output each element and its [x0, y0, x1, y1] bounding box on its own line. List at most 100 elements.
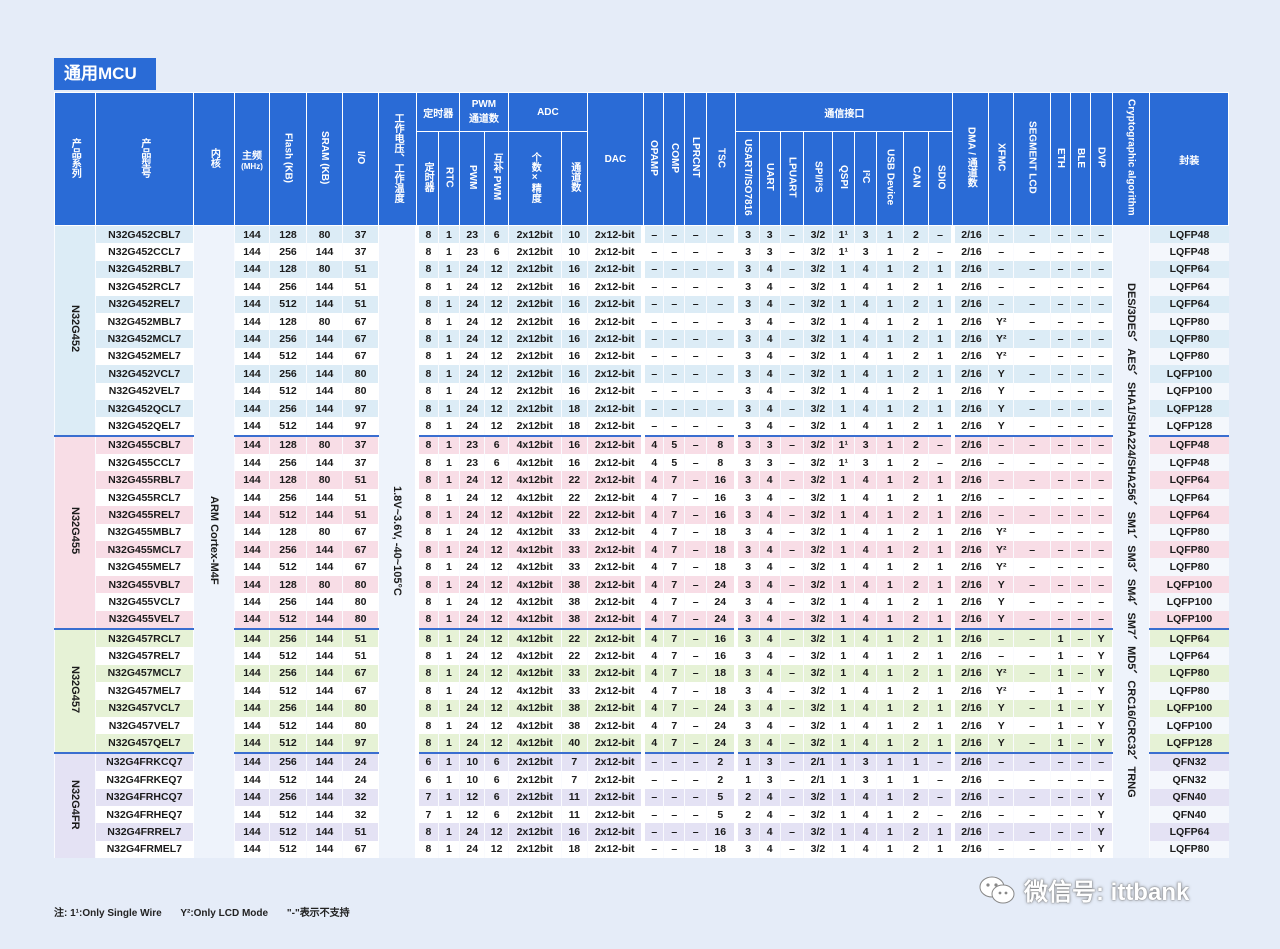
table-row: N32G455MEL7 144 512 144 67 8 1 24 12 4x12bit 33 2x1… — [55, 558, 1229, 576]
cell-qspi: 1 — [831, 823, 855, 841]
cell-uart: 3 — [758, 751, 781, 772]
cell-rtc: 1 — [437, 682, 460, 700]
cell-usb: 1 — [876, 627, 904, 648]
cell-timer: 8 — [414, 417, 439, 436]
cell-ble: – — [1070, 682, 1091, 700]
cell-i2c: 4 — [853, 278, 877, 296]
cell-qspi: 1 — [831, 716, 855, 735]
cell-eth: 1 — [1049, 627, 1071, 648]
cell-rtc: 1 — [437, 278, 460, 296]
cell-io: 67 — [342, 347, 379, 366]
cell-dac: 2x12-bit — [587, 610, 644, 629]
cell-usb: 1 — [876, 434, 904, 455]
cell-cpwm: 12 — [484, 260, 509, 279]
cell-sdio: 1 — [928, 593, 953, 611]
cell-sdio: – — [928, 771, 953, 789]
cell-adc-ch: 33 — [560, 558, 588, 576]
cell-eth: – — [1049, 823, 1071, 841]
cell-usb: 1 — [876, 682, 904, 700]
cell-usb: 1 — [876, 488, 904, 507]
cell-eth: – — [1049, 751, 1071, 772]
cell-can: 2 — [902, 788, 929, 806]
cell-lpuart: – — [779, 575, 804, 594]
cell-ble: – — [1070, 699, 1091, 717]
cell-cpwm: 12 — [484, 610, 509, 629]
cell-lpuart: – — [779, 347, 804, 366]
cell-io: 67 — [342, 840, 379, 859]
cell-flash: 128 — [269, 434, 307, 455]
header-flash: Flash (KB) — [269, 92, 307, 226]
cell-sram: 80 — [305, 471, 343, 489]
cell-eth: – — [1049, 575, 1071, 594]
cell-i2c: 3 — [853, 434, 877, 455]
cell-sdio: 1 — [928, 627, 953, 648]
cell-pkg: QFN32 — [1149, 751, 1229, 772]
cell-ble: – — [1070, 243, 1091, 261]
cell-adc-ch: 16 — [560, 260, 588, 279]
cell-timer: 8 — [414, 471, 439, 489]
cell-flash: 128 — [269, 312, 307, 331]
cell-freq: 144 — [233, 805, 270, 824]
cell-uart: 3 — [758, 243, 781, 261]
cell-adc-ch: 10 — [560, 225, 588, 244]
cell-uart: 4 — [758, 647, 781, 665]
cell-opamp: – — [641, 417, 664, 436]
table-row: N32G457MCL7 144 256 144 67 8 1 24 12 4x12bit 33 2x1… — [55, 664, 1229, 683]
cell-lpuart: – — [779, 382, 804, 400]
cell-usb: 1 — [876, 840, 904, 859]
cell-sdio: 1 — [928, 312, 953, 331]
cell-part: N32G452VEL7 — [94, 382, 194, 400]
cell-lcd: – — [1013, 699, 1051, 717]
cell-tsc: 5 — [705, 788, 736, 806]
cell-spi: 3/2 — [803, 734, 833, 753]
cell-i2c: 4 — [853, 417, 877, 436]
cell-dma: 2/16 — [951, 523, 989, 542]
cell-dma: 2/16 — [951, 471, 989, 489]
cell-dma: 2/16 — [951, 417, 989, 436]
cell-usb: 1 — [876, 805, 904, 824]
cell-dma: 2/16 — [951, 627, 989, 648]
cell-adc-ch: 11 — [560, 788, 588, 806]
cell-adc-bits: 4x12bit — [507, 734, 562, 753]
cell-io: 97 — [342, 734, 379, 753]
cell-qspi: 1 — [831, 682, 855, 700]
cell-freq: 144 — [233, 295, 270, 313]
cell-io: 80 — [342, 365, 379, 383]
cell-xfmc: – — [988, 751, 1014, 772]
cell-pwm: 24 — [459, 647, 485, 665]
header-dma: DMA / 通道数 — [952, 92, 990, 226]
cell-tsc: – — [705, 347, 736, 366]
cell-rtc: 1 — [437, 434, 460, 455]
cell-timer: 8 — [414, 225, 439, 244]
cell-timer: 6 — [414, 771, 439, 789]
cell-sram: 144 — [305, 734, 343, 753]
cell-part: N32G452CCL7 — [94, 243, 194, 261]
table-row: N32G455RBL7 144 128 80 51 8 1 24 12 4x12bit 22 2x12… — [55, 471, 1229, 489]
cell-cpwm: 12 — [484, 347, 509, 366]
cell-cpwm: 6 — [484, 454, 509, 472]
table-row: N32G457QEL7 144 512 144 97 8 1 24 12 4x12bit 40 2x1… — [55, 734, 1229, 753]
cell-ble: – — [1070, 278, 1091, 296]
cell-pkg: LQFP80 — [1149, 330, 1229, 348]
cell-timer: 8 — [414, 558, 439, 576]
cell-cpwm: 12 — [484, 506, 509, 524]
cell-lcd: – — [1013, 593, 1051, 611]
cell-part: N32G457MEL7 — [94, 682, 194, 700]
cell-i2c: 4 — [853, 312, 877, 331]
cell-lpuart: – — [779, 260, 804, 279]
cell-tsc: 16 — [705, 488, 736, 507]
cell-lprcnt: – — [684, 734, 707, 753]
cell-dac: 2x12-bit — [587, 823, 644, 841]
cell-lprcnt: – — [684, 627, 707, 648]
cell-dac: 2x12-bit — [587, 664, 644, 683]
cell-dac: 2x12-bit — [587, 734, 644, 753]
cell-freq: 144 — [233, 751, 270, 772]
cell-lprcnt: – — [684, 260, 707, 279]
cell-adc-ch: 33 — [560, 682, 588, 700]
cell-eth: 1 — [1049, 647, 1071, 665]
cell-i2c: 4 — [853, 399, 877, 418]
cell-can: 2 — [902, 664, 929, 683]
cell-tsc: 24 — [705, 734, 736, 753]
cell-io: 32 — [342, 788, 379, 806]
cell-uart: 4 — [758, 506, 781, 524]
